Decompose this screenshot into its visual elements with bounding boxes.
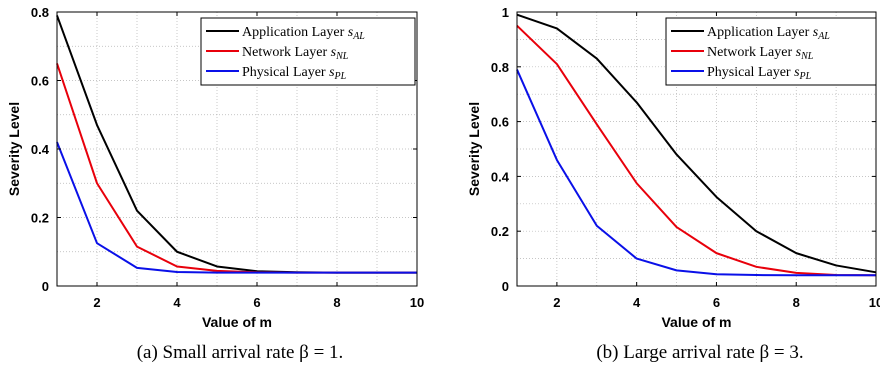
series-line-1	[516, 13, 877, 274]
y-tick-label: 0.8	[31, 5, 49, 20]
legend-entry-3: Physical Layer sPL	[707, 65, 812, 82]
caption: (b) Large arrival rate β = 3.	[596, 342, 803, 363]
series-line-3	[516, 69, 876, 277]
chart-panel-a: 2 4 6 8 10 0 0.2 0.4 0.6 0.8 Value of m Severity Le…	[6, 5, 424, 363]
y-tick-label: 0.8	[491, 60, 509, 75]
legend: Application Layer sAL Network Layer sNL Ph…	[200, 17, 416, 86]
x-axis-label: Value of m	[202, 314, 272, 330]
y-tick-label: 1	[502, 5, 509, 20]
legend: Application Layer sAL Network Layer sNL Ph…	[665, 17, 877, 86]
y-tick-label: 0.6	[31, 74, 49, 89]
series-line-3	[56, 141, 417, 274]
legend-entry-2: Network Layer sNL	[242, 45, 349, 62]
x-tick-label: 6	[253, 295, 260, 310]
y-tick-label: 0	[42, 279, 49, 294]
y-tick-label: 0.6	[491, 115, 509, 130]
legend-entry-1: Application Layer sAL	[707, 25, 830, 42]
y-tick-label: 0.4	[31, 142, 50, 157]
y-tick-label: 0	[502, 279, 509, 294]
axes-box	[516, 11, 877, 287]
series-line-2	[56, 63, 417, 274]
y-tick-label: 0.2	[31, 211, 49, 226]
chart-panel-b: 2 4 6 8 10 0 0.2 0.4 0.6 0.8 1 Value of m Severity L…	[466, 5, 880, 363]
y-axis-label: Severity Level	[6, 102, 22, 196]
x-tick-label: 2	[553, 295, 560, 310]
x-tick-label: 6	[713, 295, 720, 310]
x-tick-label: 4	[633, 295, 641, 310]
x-tick-label: 10	[410, 295, 424, 310]
series-line-2	[516, 24, 877, 277]
caption: (a) Small arrival rate β = 1.	[137, 342, 344, 363]
legend-entry-1: Application Layer sAL	[242, 25, 365, 42]
y-tick-label: 0.2	[491, 224, 509, 239]
x-tick-label: 8	[793, 295, 800, 310]
y-axis-label: Severity Level	[466, 102, 482, 196]
y-tick-label: 0.4	[491, 169, 510, 184]
legend-box	[200, 17, 416, 86]
x-tick-label: 2	[93, 295, 100, 310]
legend-entry-2: Network Layer sNL	[707, 45, 814, 62]
legend-entry-3: Physical Layer sPL	[242, 65, 347, 82]
x-tick-label: 4	[173, 295, 181, 310]
x-tick-label: 8	[333, 295, 340, 310]
x-axis-label: Value of m	[661, 314, 731, 330]
x-tick-label: 10	[869, 295, 880, 310]
